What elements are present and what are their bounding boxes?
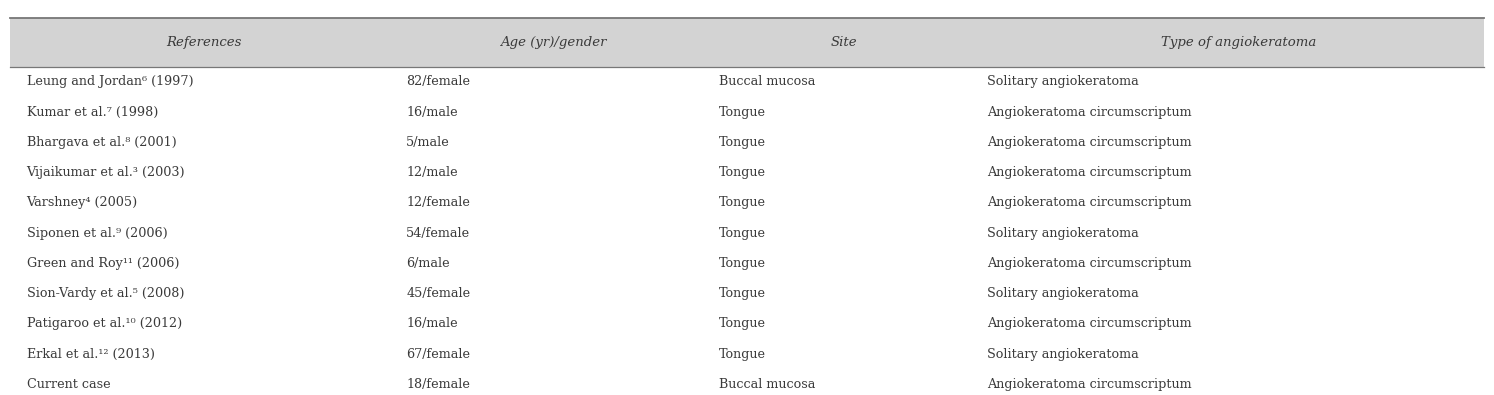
Text: 12/female: 12/female — [406, 196, 471, 209]
Text: Sion-Vardy et al.⁵ (2008): Sion-Vardy et al.⁵ (2008) — [27, 287, 184, 300]
Text: Angiokeratoma circumscriptum: Angiokeratoma circumscriptum — [986, 318, 1191, 330]
Text: Angiokeratoma circumscriptum: Angiokeratoma circumscriptum — [986, 196, 1191, 209]
Text: Tongue: Tongue — [719, 166, 766, 179]
Text: Solitary angiokeratoma: Solitary angiokeratoma — [986, 75, 1138, 88]
Text: Siponen et al.⁹ (2006): Siponen et al.⁹ (2006) — [27, 227, 167, 240]
Text: Vijaikumar et al.³ (2003): Vijaikumar et al.³ (2003) — [27, 166, 185, 179]
Text: 67/female: 67/female — [406, 348, 471, 361]
Text: Angiokeratoma circumscriptum: Angiokeratoma circumscriptum — [986, 378, 1191, 391]
Text: Kumar et al.⁷ (1998): Kumar et al.⁷ (1998) — [27, 105, 158, 118]
Bar — [10, 18, 1484, 67]
Text: Angiokeratoma circumscriptum: Angiokeratoma circumscriptum — [986, 257, 1191, 270]
Text: Type of angiokeratoma: Type of angiokeratoma — [1161, 36, 1316, 49]
Text: 18/female: 18/female — [406, 378, 471, 391]
Text: Bhargava et al.⁸ (2001): Bhargava et al.⁸ (2001) — [27, 136, 176, 149]
Text: Tongue: Tongue — [719, 257, 766, 270]
Text: Leung and Jordan⁶ (1997): Leung and Jordan⁶ (1997) — [27, 75, 193, 88]
Text: Angiokeratoma circumscriptum: Angiokeratoma circumscriptum — [986, 166, 1191, 179]
Text: Tongue: Tongue — [719, 348, 766, 361]
Text: Current case: Current case — [27, 378, 111, 391]
Text: Site: Site — [831, 36, 858, 49]
Text: 6/male: 6/male — [406, 257, 450, 270]
Text: Erkal et al.¹² (2013): Erkal et al.¹² (2013) — [27, 348, 154, 361]
Text: Varshney⁴ (2005): Varshney⁴ (2005) — [27, 196, 137, 209]
Text: Age (yr)/gender: Age (yr)/gender — [500, 36, 607, 49]
Text: Solitary angiokeratoma: Solitary angiokeratoma — [986, 348, 1138, 361]
Text: Tongue: Tongue — [719, 287, 766, 300]
Text: Solitary angiokeratoma: Solitary angiokeratoma — [986, 227, 1138, 240]
Text: Tongue: Tongue — [719, 318, 766, 330]
Text: Tongue: Tongue — [719, 136, 766, 149]
Text: Tongue: Tongue — [719, 196, 766, 209]
Text: 16/male: 16/male — [406, 318, 457, 330]
Text: 45/female: 45/female — [406, 287, 471, 300]
Text: Tongue: Tongue — [719, 227, 766, 240]
Text: Buccal mucosa: Buccal mucosa — [719, 75, 816, 88]
Text: Angiokeratoma circumscriptum: Angiokeratoma circumscriptum — [986, 105, 1191, 118]
Text: 12/male: 12/male — [406, 166, 457, 179]
Text: 5/male: 5/male — [406, 136, 450, 149]
Text: Green and Roy¹¹ (2006): Green and Roy¹¹ (2006) — [27, 257, 179, 270]
Text: 54/female: 54/female — [406, 227, 471, 240]
Text: Solitary angiokeratoma: Solitary angiokeratoma — [986, 287, 1138, 300]
Text: 16/male: 16/male — [406, 105, 457, 118]
Text: Patigaroo et al.¹⁰ (2012): Patigaroo et al.¹⁰ (2012) — [27, 318, 182, 330]
Text: Angiokeratoma circumscriptum: Angiokeratoma circumscriptum — [986, 136, 1191, 149]
Text: Tongue: Tongue — [719, 105, 766, 118]
Text: 82/female: 82/female — [406, 75, 471, 88]
Text: References: References — [166, 36, 242, 49]
Text: Buccal mucosa: Buccal mucosa — [719, 378, 816, 391]
